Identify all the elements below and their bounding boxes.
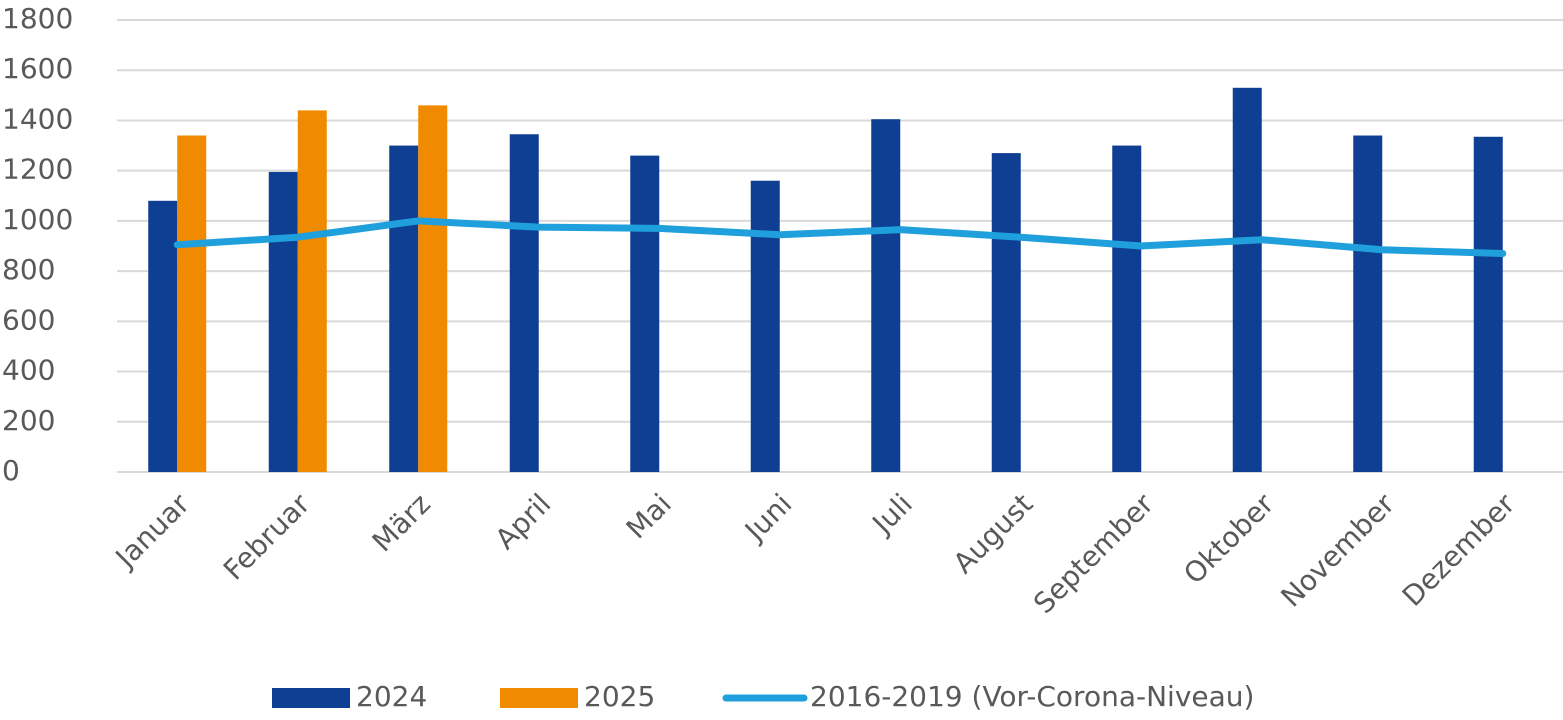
legend-swatch <box>500 688 578 708</box>
x-tick-label: Mai <box>620 487 678 545</box>
bar <box>1353 135 1383 472</box>
bar <box>750 180 780 472</box>
bar <box>297 110 327 473</box>
x-tick-label: Juni <box>737 487 798 548</box>
bar <box>991 153 1021 473</box>
y-tick-label: 0 <box>2 454 20 487</box>
bar <box>871 119 901 472</box>
bar <box>389 145 419 473</box>
y-tick-label: 1800 <box>2 2 73 35</box>
y-tick-label: 1400 <box>2 102 73 135</box>
x-tick-label: Januar <box>108 487 196 575</box>
bar <box>177 135 207 472</box>
line <box>173 217 1507 258</box>
bar <box>630 155 660 472</box>
bar <box>1232 87 1262 473</box>
x-tick-label: August <box>947 487 1040 580</box>
y-tick-label: 1000 <box>2 203 73 236</box>
bar <box>509 134 539 472</box>
y-tick-label: 800 <box>2 253 55 286</box>
y-tick-label: 600 <box>2 303 55 336</box>
y-tick-label: 200 <box>2 404 55 437</box>
legend-swatch <box>272 688 350 708</box>
bar <box>148 200 178 473</box>
y-tick-label: 400 <box>2 354 55 387</box>
legend-label: 2025 <box>584 680 655 713</box>
x-tick-label: November <box>1275 487 1402 614</box>
x-tick-label: März <box>366 487 437 558</box>
x-tick-label: September <box>1027 487 1160 620</box>
legend-label: 2016-2019 (Vor-Corona-Niveau) <box>810 680 1254 713</box>
x-tick-label: April <box>489 487 558 556</box>
y-tick-label: 1200 <box>2 153 73 186</box>
bar <box>418 105 448 472</box>
y-tick-label: 1600 <box>2 52 73 85</box>
x-tick-label: Oktober <box>1177 487 1280 590</box>
bar <box>1473 136 1503 472</box>
x-tick-label: Dezember <box>1396 487 1522 613</box>
x-tick-label: Juli <box>865 487 919 541</box>
x-tick-label: Februar <box>217 487 317 587</box>
legend-label: 2024 <box>356 680 427 713</box>
bar <box>1112 145 1142 473</box>
bar <box>268 171 298 472</box>
